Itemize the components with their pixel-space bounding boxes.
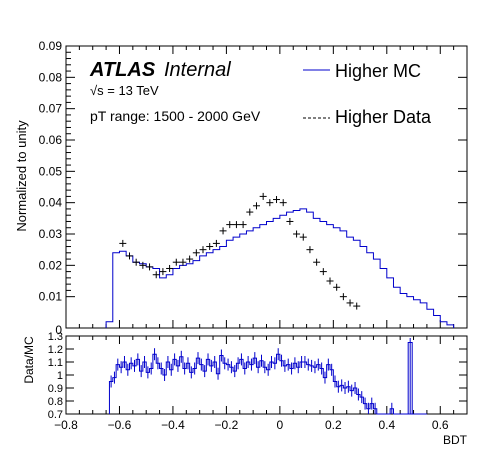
main-panel: 0.01 0.02 0.03 0.04 0.05 0.06 0.07 0.08 0.09 Nor… — [14, 39, 467, 337]
data-point — [213, 240, 220, 247]
data-point — [286, 218, 293, 225]
ratio-y-tick-label: 1.1 — [48, 357, 63, 369]
data-point — [333, 284, 340, 291]
ratio-series — [109, 338, 426, 414]
x-tick-label: −0.8 — [54, 418, 78, 432]
mc-histogram-line — [106, 209, 454, 328]
data-point — [179, 259, 186, 266]
legend-label-higher-mc: Higher MC — [335, 61, 421, 81]
data-point — [146, 263, 153, 270]
main-y-axis-label: Normalized to unity — [14, 120, 29, 232]
legend-label-higher-data: Higher Data — [335, 107, 432, 127]
data-point — [300, 234, 307, 241]
ratio-panel: 0.70.80.911.11.21.3 −0.8 −0.6 −0.4 −0.2 0 0.2… — [22, 331, 468, 447]
main-y-tick-label: 0.07 — [39, 102, 63, 116]
data-point — [233, 221, 240, 228]
data-point — [186, 256, 193, 263]
x-tick-label: −0.2 — [215, 418, 239, 432]
data-point — [133, 259, 140, 266]
pt-range-label: pT range: 1500 - 2000 GeV — [90, 108, 261, 124]
data-point — [220, 227, 227, 234]
ratio-step-line — [109, 354, 426, 414]
data-point — [280, 199, 287, 206]
data-point — [173, 259, 180, 266]
data-point — [126, 252, 133, 259]
data-point — [226, 221, 233, 228]
x-axis-label: BDT — [443, 433, 468, 447]
main-y-tick-label: 0.09 — [39, 39, 63, 53]
data-point — [206, 243, 213, 250]
ratio-y-tick-label: 1 — [57, 370, 63, 382]
data-point — [193, 249, 200, 256]
data-point — [166, 265, 173, 272]
main-y-tick-label: 0.06 — [39, 133, 63, 147]
main-series — [106, 193, 454, 328]
ratio-y-ticks: 0.70.80.911.11.21.3 — [48, 331, 467, 421]
data-point — [326, 278, 333, 285]
main-y-tick-label: 0.01 — [39, 290, 63, 304]
data-point — [153, 271, 160, 278]
data-point — [353, 303, 360, 310]
data-point — [159, 268, 166, 275]
ratio-x-ticks: −0.8 −0.6 −0.4 −0.2 0 0.2 0.4 0.6 — [54, 336, 467, 432]
main-y-tick-label: 0.03 — [39, 227, 63, 241]
ratio-y-axis-label: Data/MC — [22, 336, 36, 384]
ratio-y-tick-label: 1.2 — [48, 344, 63, 356]
data-point — [320, 268, 327, 275]
x-tick-label: −0.4 — [161, 418, 185, 432]
main-y-tick-label: 0.05 — [39, 164, 63, 178]
x-tick-label: 0.6 — [432, 418, 449, 432]
data-point — [119, 240, 126, 247]
ratio-y-tick-label: 1.3 — [48, 331, 63, 343]
data-point — [253, 202, 260, 209]
x-tick-label: −0.6 — [108, 418, 132, 432]
x-tick-label: 0.4 — [378, 418, 395, 432]
internal-label: Internal — [164, 59, 231, 81]
x-tick-label: 0 — [277, 418, 284, 432]
atlas-label: ATLAS — [89, 59, 156, 81]
data-point — [266, 199, 273, 206]
ratio-plot-frame — [66, 336, 467, 414]
x-tick-label: 0.2 — [325, 418, 342, 432]
data-point — [306, 246, 313, 253]
data-point — [347, 299, 354, 306]
data-point — [240, 221, 247, 228]
legend: Higher MC Higher Data — [303, 61, 432, 127]
data-point — [273, 196, 280, 203]
sqrt-s-label: √s = 13 TeV — [90, 83, 159, 98]
data-point — [340, 293, 347, 300]
main-y-tick-label: 0.04 — [39, 196, 63, 210]
data-point — [260, 193, 267, 200]
data-point — [200, 246, 207, 253]
data-point — [313, 259, 320, 266]
ratio-y-tick-label: 0.9 — [48, 383, 63, 395]
data-point — [246, 209, 253, 216]
data-point — [293, 231, 300, 238]
main-y-tick-label: 0.02 — [39, 258, 63, 272]
ratio-y-tick-label: 0.8 — [48, 396, 63, 408]
main-y-tick-label: 0.08 — [39, 70, 63, 84]
data-point — [139, 262, 146, 269]
